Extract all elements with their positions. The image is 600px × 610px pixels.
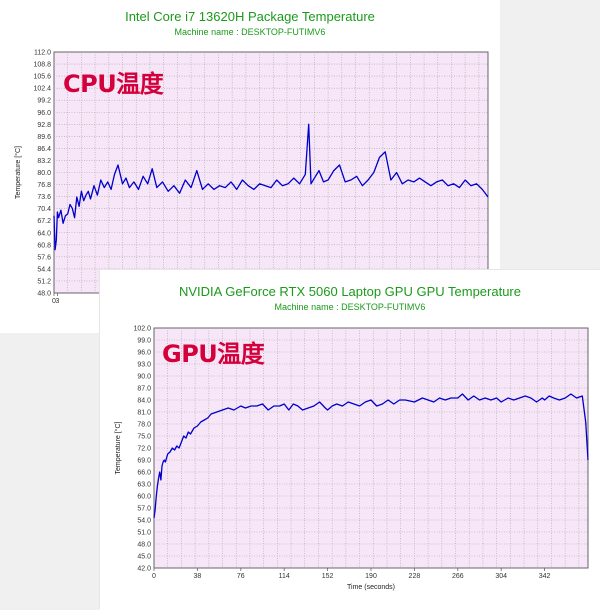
gpu-chart-title: NVIDIA GeForce RTX 5060 Laptop GPU GPU T…	[178, 284, 521, 299]
gpu-y-tick-label: 60.0	[137, 494, 151, 501]
cpu-y-tick-label: 54.4	[37, 266, 51, 273]
cpu-y-tick-label: 83.2	[37, 158, 51, 165]
gpu-x-tick-label: 228	[409, 573, 421, 580]
cpu-y-tick-label: 70.4	[37, 206, 51, 213]
cpu-y-tick-label: 67.2	[37, 218, 51, 225]
cpu-y-tick-label: 102.4	[33, 86, 51, 93]
gpu-x-tick-label: 114	[279, 573, 290, 580]
gpu-y-tick-label: 87.0	[137, 386, 151, 393]
gpu-y-axis-label: Temperature [°C]	[114, 421, 122, 474]
gpu-y-tick-label: 48.0	[137, 542, 151, 549]
gpu-x-tick-label: 0	[152, 573, 156, 580]
cpu-y-tick-label: 51.2	[37, 278, 51, 285]
cpu-y-tick-label: 48.0	[37, 291, 51, 298]
cpu-y-tick-label: 76.8	[37, 182, 51, 189]
cpu-chart-title: Intel Core i7 13620H Package Temperature	[125, 9, 375, 24]
cpu-temperature-chart: 48.0 51.2 54.4 57.6 60.8 64.0 67.2 70.4 73.6 76.8…	[14, 50, 489, 305]
gpu-y-tick-label: 57.0	[137, 506, 151, 513]
cpu-y-axis-label: Temperature [°C]	[14, 146, 22, 199]
cpu-y-tick-label: 80.0	[37, 170, 51, 177]
cpu-overlay-label: CPU温度	[63, 70, 164, 98]
gpu-x-tick-label: 38	[194, 573, 202, 580]
gpu-y-tick-label: 102.0	[133, 326, 151, 333]
gpu-y-tick-label: 69.0	[137, 458, 151, 465]
cpu-y-tick-label: 60.8	[37, 242, 51, 249]
gpu-chart-panel: NVIDIA GeForce RTX 5060 Laptop GPU GPU T…	[100, 270, 600, 610]
cpu-x-tick-label: 0	[52, 298, 56, 305]
gpu-x-tick-label: 342	[539, 573, 551, 580]
gpu-overlay-label: GPU温度	[162, 340, 265, 368]
gpu-y-tick-label: 63.0	[137, 482, 151, 489]
cpu-y-tick-label: 99.2	[37, 98, 51, 105]
gpu-y-tick-label: 93.0	[137, 362, 151, 369]
gpu-x-tick-label: 266	[452, 573, 464, 580]
gpu-x-axis-label: Time (seconds)	[347, 584, 395, 591]
cpu-y-tick-label: 108.8	[33, 62, 51, 69]
gpu-y-tick-label: 54.0	[137, 518, 151, 525]
cpu-y-tick-label: 64.0	[37, 230, 51, 237]
cpu-y-tick-label: 89.6	[37, 134, 51, 141]
cpu-y-tick-label: 57.6	[37, 254, 51, 261]
gpu-y-tick-label: 90.0	[137, 374, 151, 381]
gpu-y-tick-label: 78.0	[137, 422, 151, 429]
gpu-y-tick-label: 66.0	[137, 470, 151, 477]
gpu-plot-area	[153, 327, 589, 569]
gpu-y-tick-label: 81.0	[137, 410, 151, 417]
cpu-y-tick-label: 105.6	[33, 74, 51, 81]
gpu-y-tick-label: 72.0	[137, 446, 151, 453]
cpu-y-tick-label: 86.4	[37, 146, 51, 153]
cpu-y-tick-label: 92.8	[37, 122, 51, 129]
cpu-chart-subtitle: Machine name : DESKTOP-FUTIMV6	[174, 27, 326, 37]
gpu-y-tick-label: 51.0	[137, 530, 151, 537]
cpu-y-tick-label: 96.0	[37, 110, 51, 117]
gpu-y-tick-label: 96.0	[137, 350, 151, 357]
gpu-y-tick-label: 42.0	[137, 566, 151, 573]
gpu-y-tick-label: 75.0	[137, 434, 151, 441]
gpu-y-tick-label: 84.0	[137, 398, 151, 405]
gpu-series-line-0	[153, 393, 589, 519]
gpu-temperature-chart: 42.0 45.0 48.0 51.0 54.0 57.0 60.0 63.0 66.0 69.0…	[114, 326, 589, 591]
gpu-x-tick-label: 152	[322, 573, 334, 580]
gpu-x-tick-label: 190	[365, 573, 377, 580]
cpu-x-tick-label: 3	[55, 298, 59, 305]
gpu-chart-subtitle: Machine name : DESKTOP-FUTIMV6	[274, 302, 426, 312]
gpu-x-tick-label: 304	[495, 573, 507, 580]
cpu-series-line-0	[53, 123, 489, 251]
cpu-plot-area	[53, 51, 489, 294]
gpu-y-tick-label: 45.0	[137, 554, 151, 561]
gpu-y-tick-label: 99.0	[137, 338, 151, 345]
cpu-y-tick-label: 112.0	[34, 50, 51, 57]
cpu-y-tick-label: 73.6	[37, 194, 51, 201]
gpu-x-tick-label: 76	[237, 573, 245, 580]
